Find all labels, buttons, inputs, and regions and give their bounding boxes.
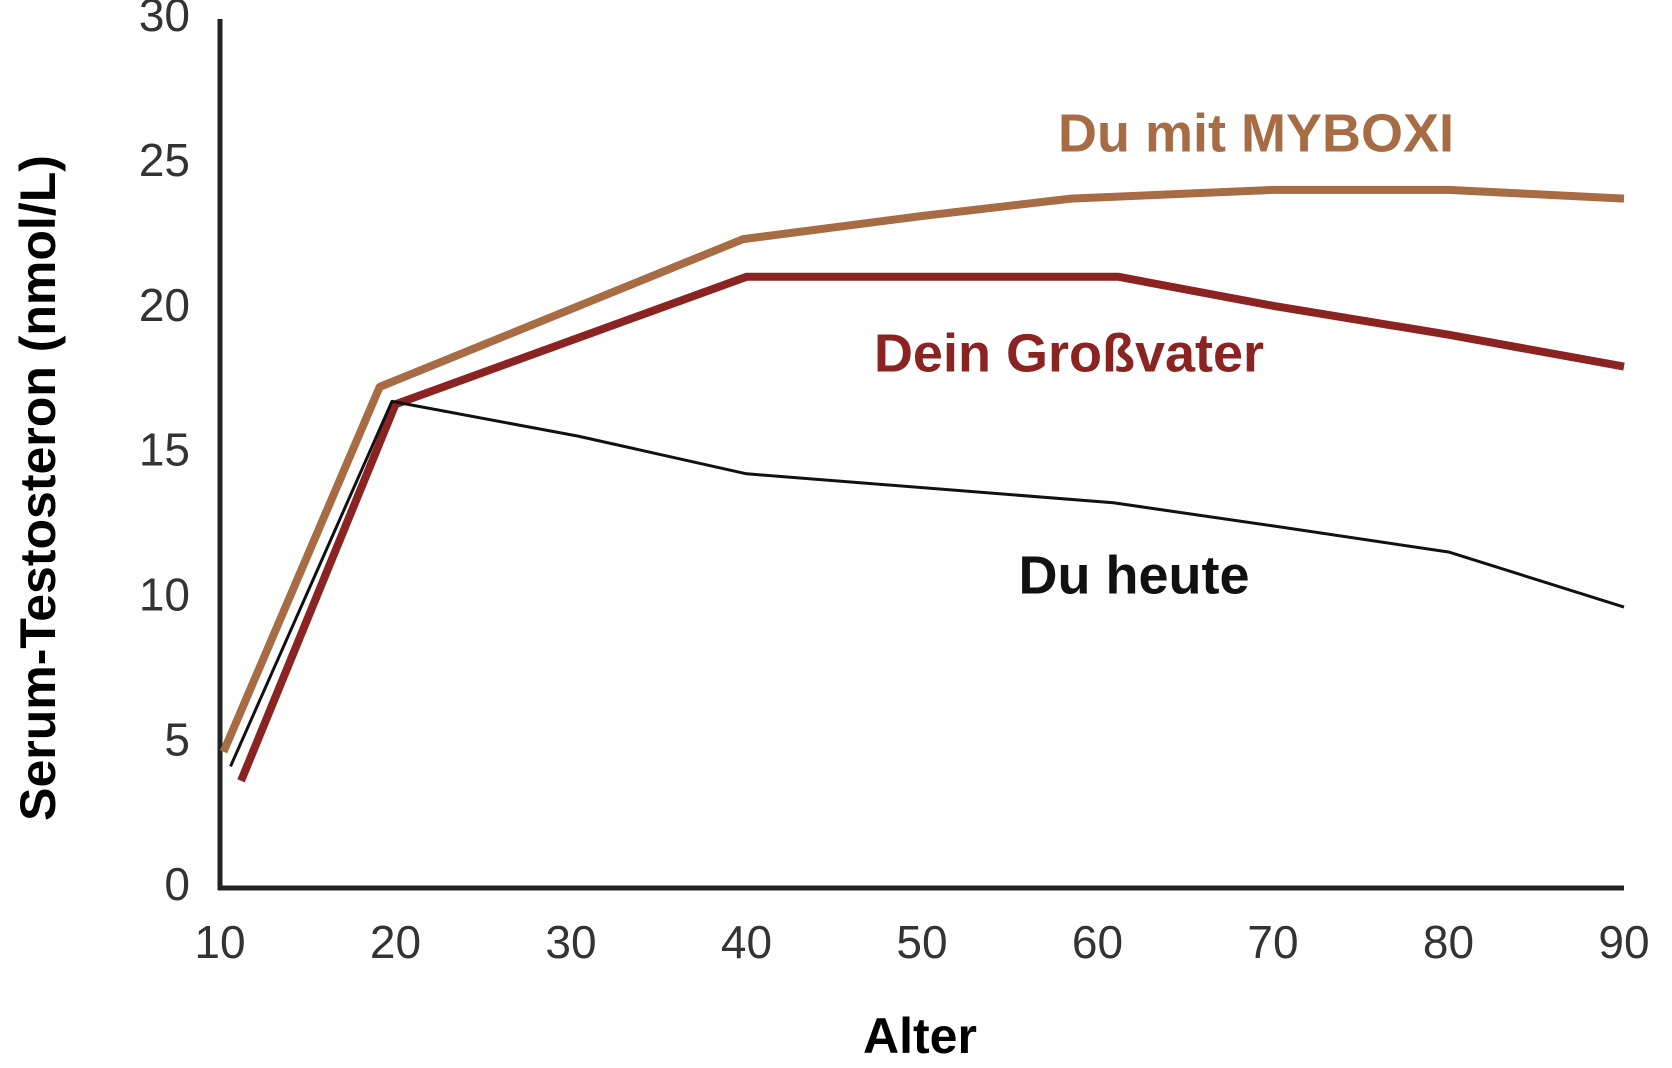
x-tick-label: 80	[1423, 916, 1474, 968]
x-tick-label: 20	[370, 916, 421, 968]
y-tick-label: 20	[139, 279, 190, 331]
y-tick-label: 10	[139, 568, 190, 620]
x-axis-title: Alter	[863, 1008, 977, 1064]
series-line	[219, 185, 1625, 754]
series-line	[229, 399, 1625, 767]
x-tick-label: 10	[194, 916, 245, 968]
y-axis-title: Serum-Testosteron (nmol/L)	[10, 155, 66, 821]
series-label: Dein Großvater	[874, 323, 1264, 383]
y-tick-label: 5	[164, 713, 190, 765]
y-tick-label: 0	[164, 858, 190, 910]
y-tick-label: 30	[139, 0, 190, 41]
series-label: Du mit MYBOXI	[1058, 103, 1454, 163]
x-tick-label: 30	[545, 916, 596, 968]
x-tick-label: 90	[1598, 916, 1649, 968]
y-tick-label: 25	[139, 134, 190, 186]
y-tick-label: 15	[139, 424, 190, 476]
x-tick-label: 70	[1247, 916, 1298, 968]
x-tick-label: 40	[721, 916, 772, 968]
x-tick-label: 50	[896, 916, 947, 968]
x-tick-label: 60	[1072, 916, 1123, 968]
series-label: Du heute	[1018, 545, 1249, 605]
series-line	[237, 272, 1625, 783]
